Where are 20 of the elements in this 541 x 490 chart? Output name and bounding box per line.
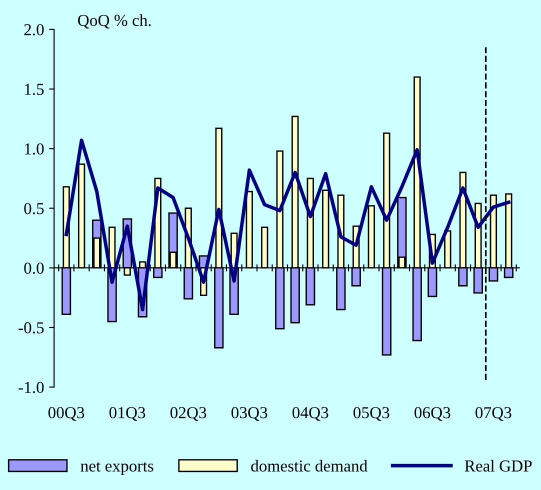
x-tick-label: 01Q3 (109, 407, 146, 421)
x-tick-label: 05Q3 (354, 407, 390, 421)
y-tick-label: -1.0 (18, 382, 44, 394)
y-tick-label: 0.5 (24, 202, 44, 214)
y-tick-label: 1.0 (25, 143, 44, 155)
x-tick-label: 02Q3 (170, 407, 206, 421)
y-tick-label: 2.0 (24, 24, 44, 36)
x-tick-label: 03Q3 (231, 407, 268, 421)
y-tick-label: 1.5 (25, 84, 44, 96)
legend-label: domestic demand (251, 460, 368, 472)
x-tick-label: 06Q3 (414, 407, 450, 421)
x-tick-label: 00Q3 (48, 407, 84, 421)
legend-label: Real GDP (464, 460, 532, 472)
line-series (64, 138, 510, 312)
y-tick-label: -0.5 (18, 322, 44, 334)
legend-label: net exports (80, 462, 154, 475)
y-tick-label: 0.0 (24, 262, 44, 274)
y-axis-title: QoQ % ch. (78, 14, 151, 29)
x-tick-label: 07Q3 (476, 407, 512, 421)
x-tick-label: 04Q3 (292, 407, 328, 421)
